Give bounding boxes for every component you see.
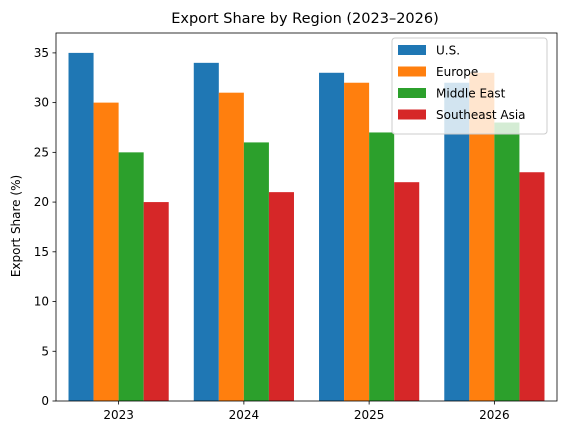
y-tick-label: 15 — [34, 245, 49, 259]
bar-europe-2024 — [218, 92, 244, 402]
legend-swatch — [398, 66, 426, 77]
bar-europe-2025 — [344, 82, 370, 401]
bar-europe-2023 — [93, 102, 119, 402]
y-tick-label: 10 — [34, 295, 49, 309]
legend-label: Middle East — [436, 87, 506, 101]
y-axis-ticks: 0 5 10 15 20 25 30 35 — [34, 46, 56, 408]
bar-southeast-asia-2023 — [143, 202, 169, 401]
x-tick-label: 2023 — [103, 408, 134, 422]
legend-label: Southeast Asia — [436, 108, 526, 122]
bar-u-s--2026 — [444, 82, 470, 401]
bar-southeast-asia-2026 — [519, 172, 545, 401]
x-tick-label: 2025 — [354, 408, 385, 422]
y-tick-label: 5 — [41, 344, 49, 358]
legend-label: Europe — [436, 65, 478, 79]
y-tick-label: 20 — [34, 195, 49, 209]
y-axis-label: Export Share (%) — [9, 175, 23, 277]
legend: U.S. Europe Middle East Southeast Asia — [391, 37, 548, 135]
x-tick-label: 2026 — [479, 408, 510, 422]
x-axis-ticks: 2023 2024 2025 2026 — [103, 401, 510, 422]
bar-middle-east-2026 — [494, 122, 520, 401]
y-tick-label: 0 — [41, 394, 49, 408]
y-tick-label: 35 — [34, 46, 49, 60]
y-tick-label: 25 — [34, 145, 49, 159]
plot-area-frame — [55, 32, 558, 402]
bar-u-s--2025 — [319, 72, 345, 401]
chart-title: Export Share by Region (2023–2026) — [171, 11, 439, 27]
bar-u-s--2024 — [193, 62, 219, 402]
bar-middle-east-2024 — [243, 142, 269, 401]
bar-middle-east-2023 — [118, 152, 144, 401]
y-tick-label: 30 — [34, 96, 49, 110]
bar-southeast-asia-2025 — [394, 182, 420, 401]
legend-swatch — [398, 109, 426, 120]
x-tick-label: 2024 — [229, 408, 260, 422]
bar-southeast-asia-2024 — [268, 192, 294, 401]
legend-swatch — [398, 88, 426, 98]
bars-group — [68, 52, 545, 402]
legend-label: U.S. — [436, 44, 460, 58]
bar-middle-east-2025 — [369, 132, 395, 401]
bar-u-s--2023 — [68, 52, 94, 401]
legend-swatch — [398, 45, 426, 55]
legend-box — [391, 37, 548, 135]
